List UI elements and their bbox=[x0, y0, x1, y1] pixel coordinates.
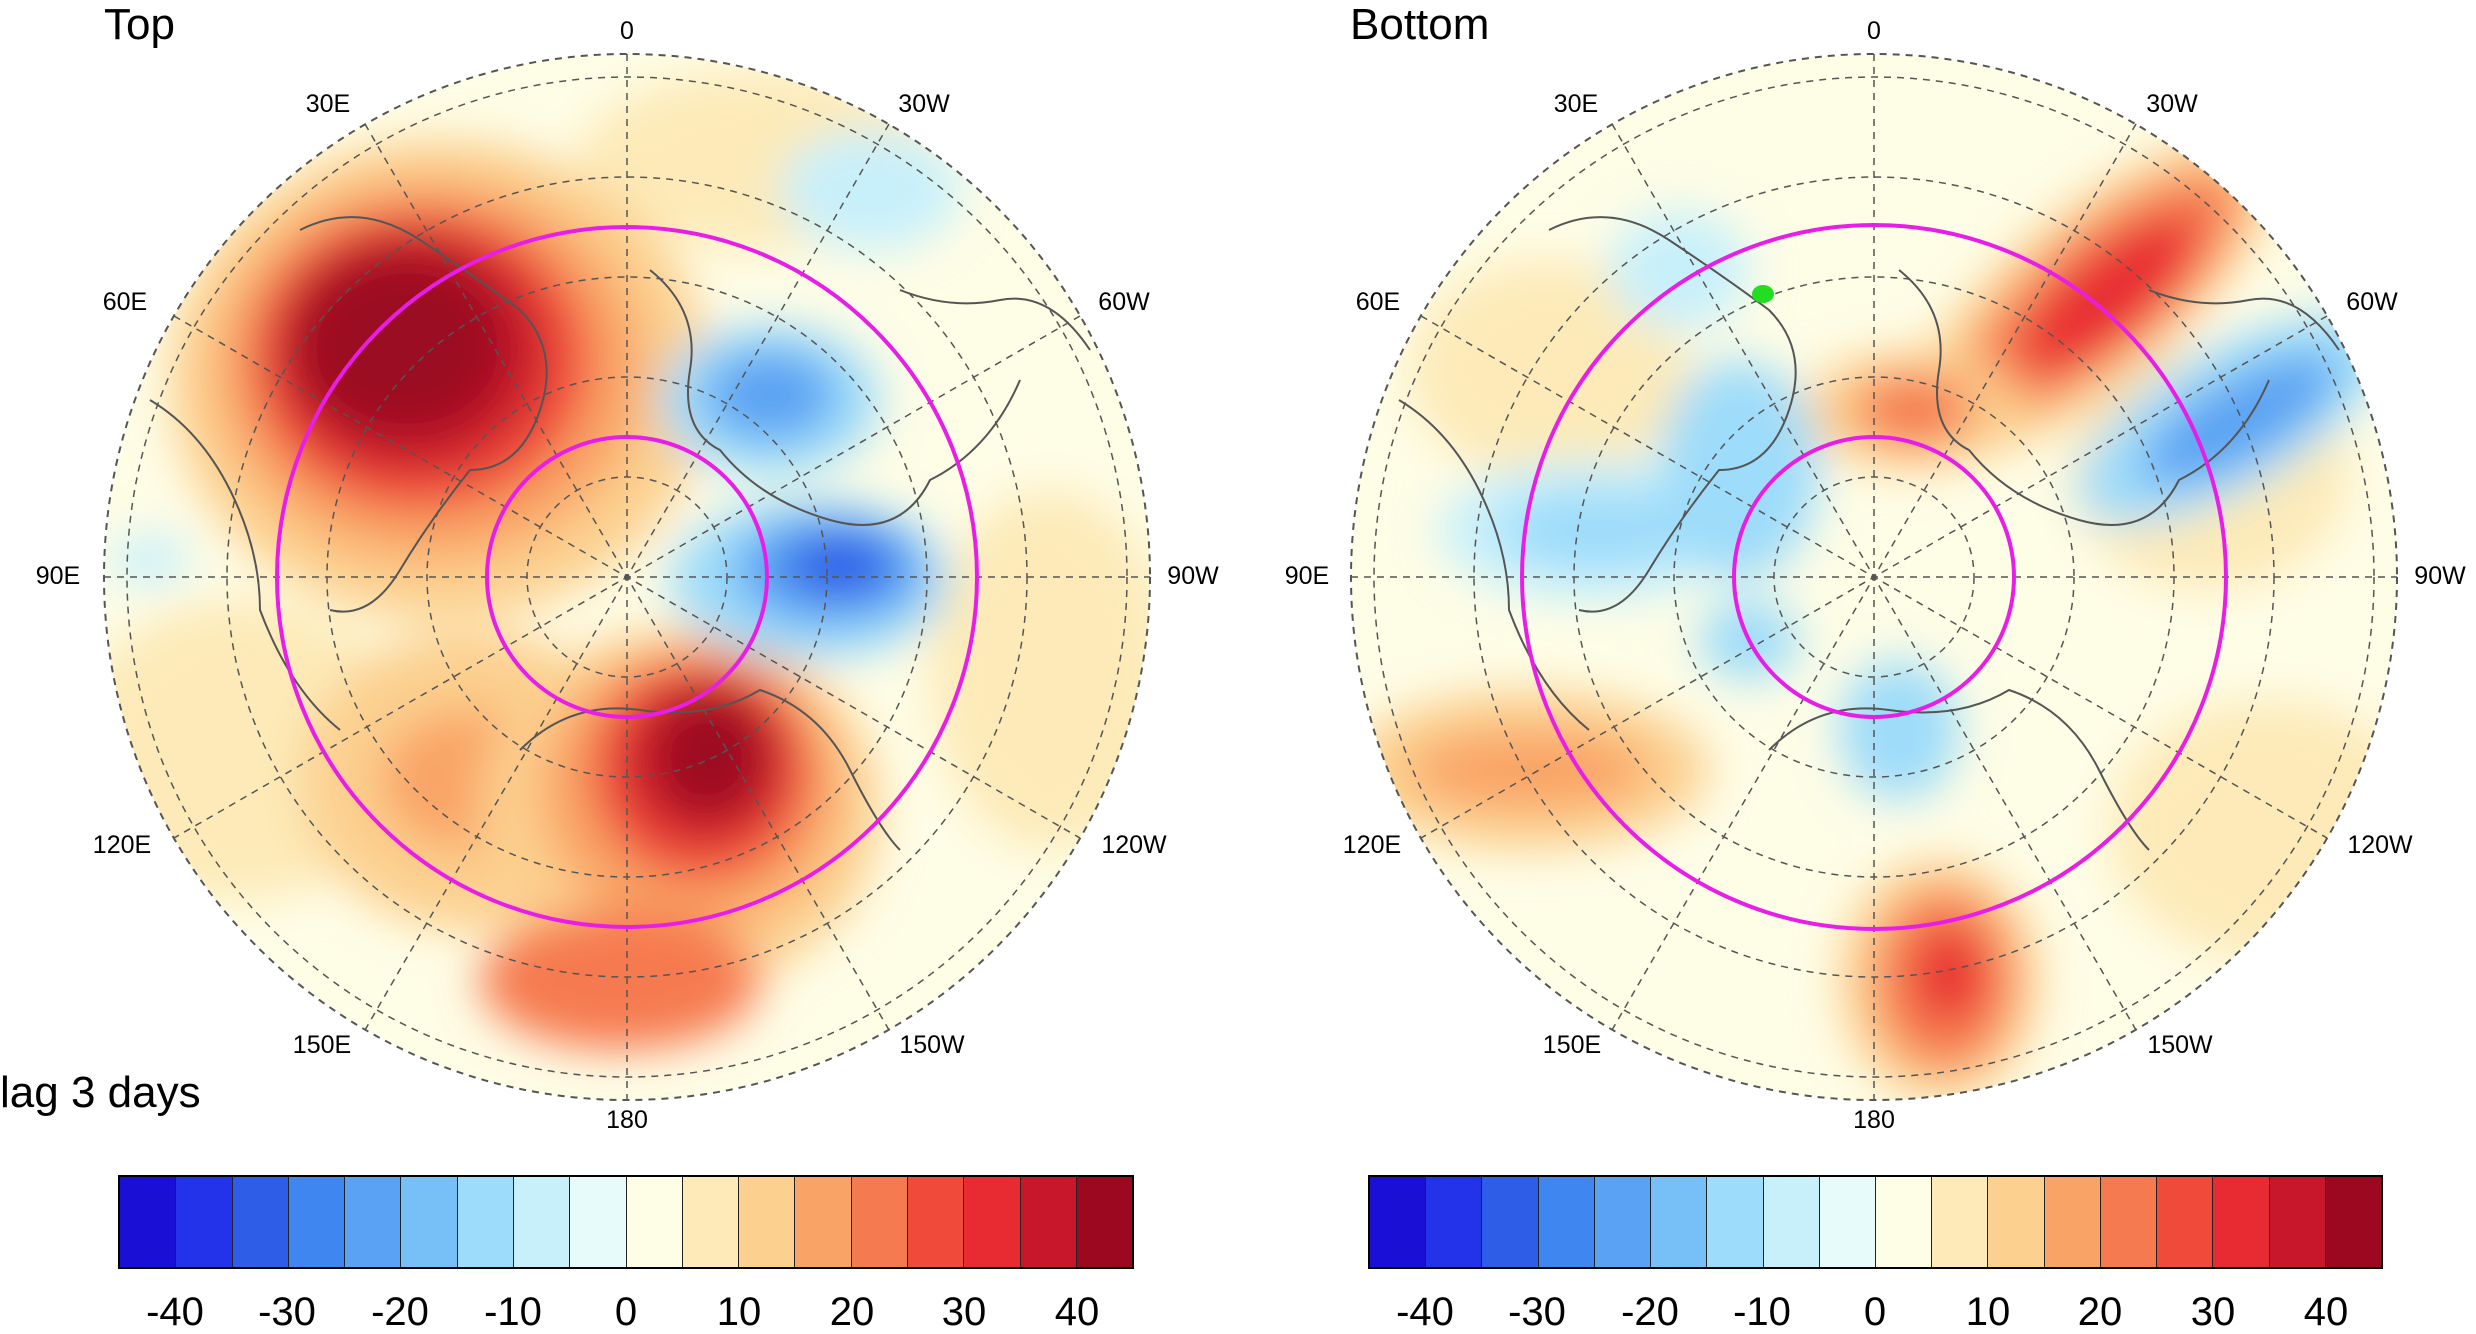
colorbar-cell bbox=[2157, 1177, 2214, 1267]
colorbar-cell bbox=[1932, 1177, 1989, 1267]
colorbar-tick-label: 30 bbox=[2190, 1290, 2236, 1334]
colorbar-tick-label: -40 bbox=[146, 1290, 204, 1334]
colorbar-cell bbox=[1076, 1177, 1133, 1267]
colorbar-cell bbox=[345, 1177, 402, 1267]
colorbar-tick-label: -30 bbox=[258, 1290, 316, 1334]
lon-label-60w: 60W bbox=[1098, 288, 1150, 316]
colorbar-cell bbox=[176, 1177, 233, 1267]
map-boundary-left bbox=[103, 53, 1151, 1101]
map-boundary-right bbox=[1350, 53, 2398, 1101]
right-polar-map bbox=[1350, 53, 2398, 1101]
colorbar-cell bbox=[513, 1177, 571, 1267]
colorbar-cell bbox=[1482, 1177, 1539, 1267]
colorbar-cell bbox=[2100, 1177, 2158, 1267]
lon-label-150w: 150W bbox=[2147, 1031, 2213, 1059]
colorbar-cell bbox=[964, 1177, 1021, 1267]
colorbar-cell bbox=[739, 1177, 796, 1267]
colorbar-tick-label: 40 bbox=[1054, 1290, 1100, 1334]
colorbar-cell bbox=[851, 1177, 908, 1267]
lon-label-60e: 60E bbox=[102, 288, 148, 316]
left-panel-title: Top bbox=[104, 0, 175, 49]
colorbar-right bbox=[1368, 1175, 2383, 1269]
latitude-rings-left bbox=[275, 225, 979, 929]
lon-label-120w: 120W bbox=[2347, 831, 2413, 859]
colorbar-tick-label: -20 bbox=[1621, 1290, 1679, 1334]
colorbar-tick-label: 0 bbox=[614, 1290, 638, 1334]
colorbar-tick-label: -10 bbox=[1733, 1290, 1791, 1334]
colorbar-cell bbox=[2269, 1177, 2326, 1267]
colorbar-cell bbox=[1594, 1177, 1652, 1267]
lag-label: lag 3 days bbox=[0, 1068, 201, 1117]
lon-label-30e: 30E bbox=[1553, 90, 1599, 118]
colorbar-cell bbox=[1651, 1177, 1708, 1267]
lon-label-30w: 30W bbox=[2146, 90, 2198, 118]
lon-label-0: 0 bbox=[620, 17, 634, 45]
highlight-marker bbox=[1752, 285, 1774, 303]
graticule-right bbox=[1351, 54, 2397, 1100]
lon-label-180: 180 bbox=[1853, 1106, 1895, 1134]
lon-label-120e: 120E bbox=[1342, 831, 1402, 859]
colorbar-tick-label: 10 bbox=[1965, 1290, 2011, 1334]
colorbar-tick-label: -20 bbox=[371, 1290, 429, 1334]
lon-label-120e: 120E bbox=[92, 831, 152, 859]
lon-label-150w: 150W bbox=[899, 1031, 965, 1059]
right-panel-title: Bottom bbox=[1350, 0, 1490, 49]
lon-label-30w: 30W bbox=[898, 90, 950, 118]
colorbar-cell bbox=[457, 1177, 514, 1267]
colorbar-cell bbox=[120, 1177, 177, 1267]
colorbar-tick-label: -40 bbox=[1396, 1290, 1454, 1334]
colorbar-cell bbox=[2044, 1177, 2101, 1267]
colorbar-cell bbox=[1426, 1177, 1483, 1267]
latitude-rings-right bbox=[1520, 223, 2228, 931]
lon-label-60e: 60E bbox=[1355, 288, 1401, 316]
colorbar-cell bbox=[288, 1177, 346, 1267]
colorbar-cell bbox=[1370, 1177, 1427, 1267]
colorbar-cell bbox=[2325, 1177, 2381, 1267]
colorbar-tick-label: 10 bbox=[716, 1290, 762, 1334]
colorbar-cell bbox=[1988, 1177, 2045, 1267]
colorbar-cell bbox=[232, 1177, 289, 1267]
lon-label-90w: 90W bbox=[2414, 562, 2466, 590]
lon-label-0: 0 bbox=[1867, 17, 1881, 45]
lon-label-90w: 90W bbox=[1167, 562, 1219, 590]
colorbar-tick-label: -30 bbox=[1508, 1290, 1566, 1334]
colorbar-cell bbox=[1763, 1177, 1820, 1267]
colorbar-cell bbox=[795, 1177, 852, 1267]
colorbar-tick-label: 30 bbox=[941, 1290, 987, 1334]
colorbar-cell bbox=[1538, 1177, 1595, 1267]
lon-label-60w: 60W bbox=[2346, 288, 2398, 316]
lon-label-90e: 90E bbox=[35, 562, 81, 590]
colorbar-left bbox=[118, 1175, 1134, 1269]
colorbar-cell bbox=[682, 1177, 740, 1267]
colorbar-cell bbox=[2213, 1177, 2270, 1267]
colorbar-tick-label: 0 bbox=[1863, 1290, 1887, 1334]
colorbar-cell bbox=[626, 1177, 683, 1267]
colorbar-tick-label: 20 bbox=[829, 1290, 875, 1334]
colorbar-tick-label: 20 bbox=[2077, 1290, 2123, 1334]
colorbar-cell bbox=[1020, 1177, 1077, 1267]
lon-label-30e: 30E bbox=[305, 90, 351, 118]
lon-label-120w: 120W bbox=[1101, 831, 1167, 859]
colorbar-cell bbox=[1707, 1177, 1764, 1267]
lon-label-90e: 90E bbox=[1284, 562, 1330, 590]
colorbar-cell bbox=[401, 1177, 458, 1267]
colorbar-cell bbox=[1875, 1177, 1933, 1267]
colorbar-cell bbox=[570, 1177, 627, 1267]
lon-label-180: 180 bbox=[606, 1106, 648, 1134]
colorbar-tick-label: -10 bbox=[484, 1290, 542, 1334]
colorbar-tick-label: 40 bbox=[2303, 1290, 2349, 1334]
coastlines-right bbox=[1398, 216, 2340, 851]
lon-label-150e: 150E bbox=[292, 1031, 352, 1059]
colorbar-cell bbox=[1819, 1177, 1876, 1267]
coastlines-left bbox=[149, 216, 1091, 851]
colorbar-cell bbox=[907, 1177, 965, 1267]
lon-label-150e: 150E bbox=[1542, 1031, 1602, 1059]
left-polar-map bbox=[103, 53, 1151, 1101]
